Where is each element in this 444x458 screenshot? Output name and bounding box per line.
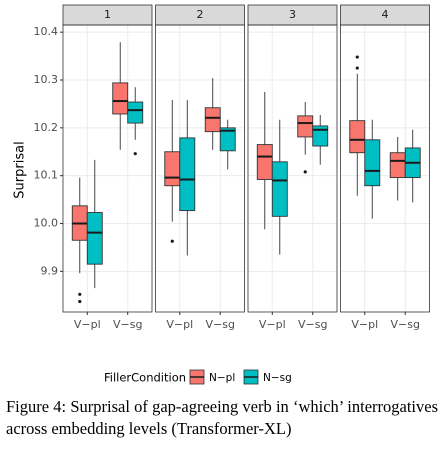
box (112, 82, 129, 115)
outlier (303, 170, 307, 174)
legend-title: FillerCondition (104, 371, 186, 385)
facet-label: 4 (382, 8, 389, 21)
panel-border (340, 24, 430, 313)
panel-border (247, 24, 338, 313)
box (179, 137, 196, 212)
box (364, 139, 381, 187)
panel-border (62, 24, 153, 313)
y-tick-label: 10.1 (34, 169, 59, 182)
figure-caption: Figure 4: Surprisal of gap-agreeing verb… (6, 397, 438, 438)
x-tick-label: V−pl (259, 318, 286, 331)
y-tick-label: 10.3 (34, 73, 59, 86)
outlier (355, 66, 359, 70)
outlier (78, 292, 82, 296)
outlier (170, 239, 174, 243)
x-tick-label: V−sg (205, 318, 234, 331)
x-tick-label: V−sg (113, 318, 142, 331)
panel-background (63, 25, 152, 312)
x-tick-label: V−pl (74, 318, 101, 331)
outlier (133, 152, 137, 156)
facet-label: 2 (197, 8, 204, 21)
x-tick-label: V−sg (390, 318, 419, 331)
facet-label: 1 (104, 8, 111, 21)
box (389, 152, 406, 179)
chart: Surprisal FillerCondition 9.9 10.0 10.1 10.… (13, 4, 430, 385)
y-tick-label: 9.9 (41, 264, 59, 277)
x-tick-label: V−pl (166, 318, 193, 331)
box (164, 151, 181, 187)
box (127, 101, 144, 124)
box (312, 125, 329, 147)
legend-label: N−sg (263, 372, 292, 384)
x-tick-label: V−sg (298, 318, 327, 331)
panel-border (155, 24, 245, 313)
y-tick-label: 10.0 (34, 217, 59, 230)
y-tick-label: 10.4 (34, 25, 59, 38)
box (86, 212, 103, 265)
box (271, 161, 288, 217)
y-axis-label: Surprisal (13, 141, 28, 198)
legend-label: N−pl (209, 372, 235, 384)
facet-label: 3 (289, 8, 296, 21)
box (349, 120, 366, 154)
x-tick-label: V−pl (351, 318, 378, 331)
box (219, 127, 236, 152)
y-tick-label: 10.2 (34, 121, 59, 134)
box (256, 144, 273, 180)
box (297, 115, 314, 138)
box (204, 107, 221, 133)
outlier (78, 299, 82, 304)
outlier (355, 55, 359, 59)
